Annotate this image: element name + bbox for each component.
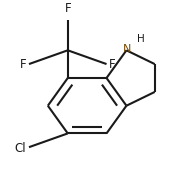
Text: F: F: [20, 58, 27, 71]
Text: N: N: [123, 44, 132, 54]
Text: Cl: Cl: [14, 142, 26, 155]
Text: H: H: [137, 34, 145, 44]
Text: F: F: [109, 58, 115, 71]
Text: F: F: [64, 2, 71, 15]
